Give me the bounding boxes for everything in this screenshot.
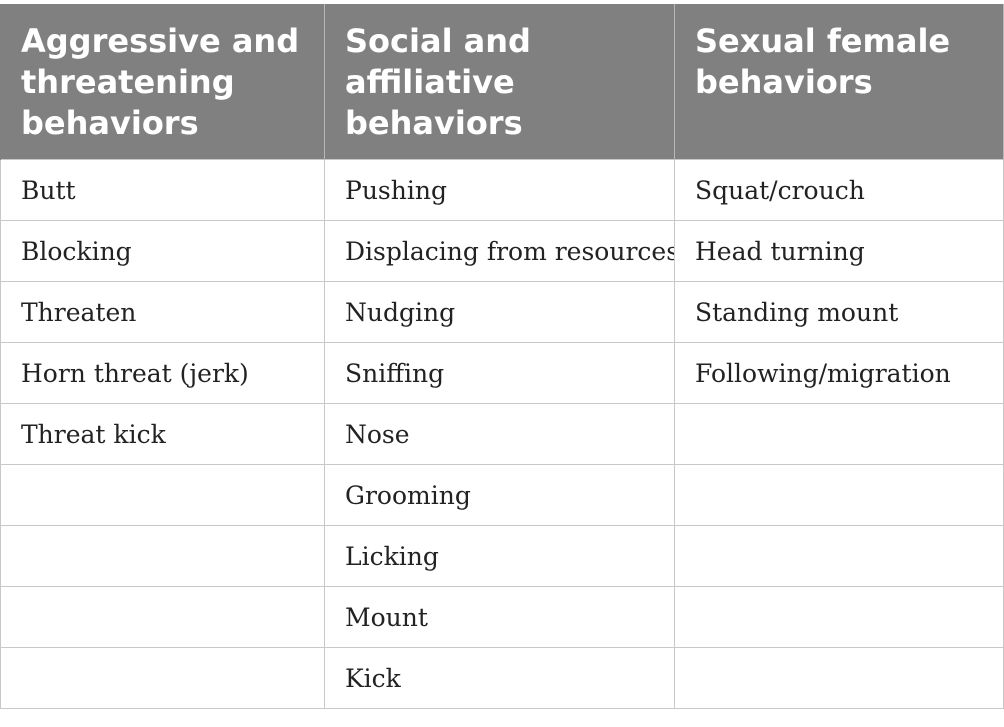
cell-social: Sniffing <box>324 342 675 404</box>
cell-sexual <box>674 647 1004 709</box>
cell-sexual <box>674 464 1004 526</box>
table-row: Threaten Nudging Standing mount <box>0 281 1004 343</box>
table-row: Mount <box>0 586 1004 648</box>
table-row: Licking <box>0 525 1004 587</box>
header-row: Aggressive and threatening behaviors Soc… <box>0 4 1004 160</box>
cell-aggressive: Horn threat (jerk) <box>0 342 325 404</box>
table-row: Kick <box>0 647 1004 709</box>
cell-aggressive <box>0 525 325 587</box>
header-social-affiliative: Social and affiliative behaviors <box>324 4 675 160</box>
cell-aggressive: Threat kick <box>0 403 325 465</box>
cell-sexual: Head turning <box>674 220 1004 282</box>
cell-social: Pushing <box>324 159 675 221</box>
cell-social: Displacing from resources <box>324 220 675 282</box>
cell-aggressive: Butt <box>0 159 325 221</box>
header-sexual-female: Sexual female behaviors <box>674 4 1004 160</box>
table-row: Threat kick Nose <box>0 403 1004 465</box>
cell-sexual <box>674 525 1004 587</box>
cell-aggressive <box>0 647 325 709</box>
behavior-table: Aggressive and threatening behaviors Soc… <box>0 4 1004 709</box>
cell-aggressive <box>0 464 325 526</box>
cell-aggressive: Threaten <box>0 281 325 343</box>
cell-social: Nose <box>324 403 675 465</box>
cell-social: Nudging <box>324 281 675 343</box>
cell-social: Grooming <box>324 464 675 526</box>
table-row: Horn threat (jerk) Sniffing Following/mi… <box>0 342 1004 404</box>
table-body: Butt Pushing Squat/crouch Blocking Displ… <box>0 159 1004 709</box>
cell-sexual: Following/migration <box>674 342 1004 404</box>
table-row: Butt Pushing Squat/crouch <box>0 159 1004 221</box>
behavior-table-container: Aggressive and threatening behaviors Soc… <box>0 4 1004 709</box>
cell-sexual: Standing mount <box>674 281 1004 343</box>
table-header: Aggressive and threatening behaviors Soc… <box>0 4 1004 160</box>
table-row: Grooming <box>0 464 1004 526</box>
cell-social: Licking <box>324 525 675 587</box>
cell-sexual <box>674 586 1004 648</box>
table-row: Blocking Displacing from resources Head … <box>0 220 1004 282</box>
cell-sexual: Squat/crouch <box>674 159 1004 221</box>
cell-social: Mount <box>324 586 675 648</box>
cell-sexual <box>674 403 1004 465</box>
cell-social: Kick <box>324 647 675 709</box>
cell-aggressive <box>0 586 325 648</box>
cell-aggressive: Blocking <box>0 220 325 282</box>
header-aggressive-threatening: Aggressive and threatening behaviors <box>0 4 325 160</box>
